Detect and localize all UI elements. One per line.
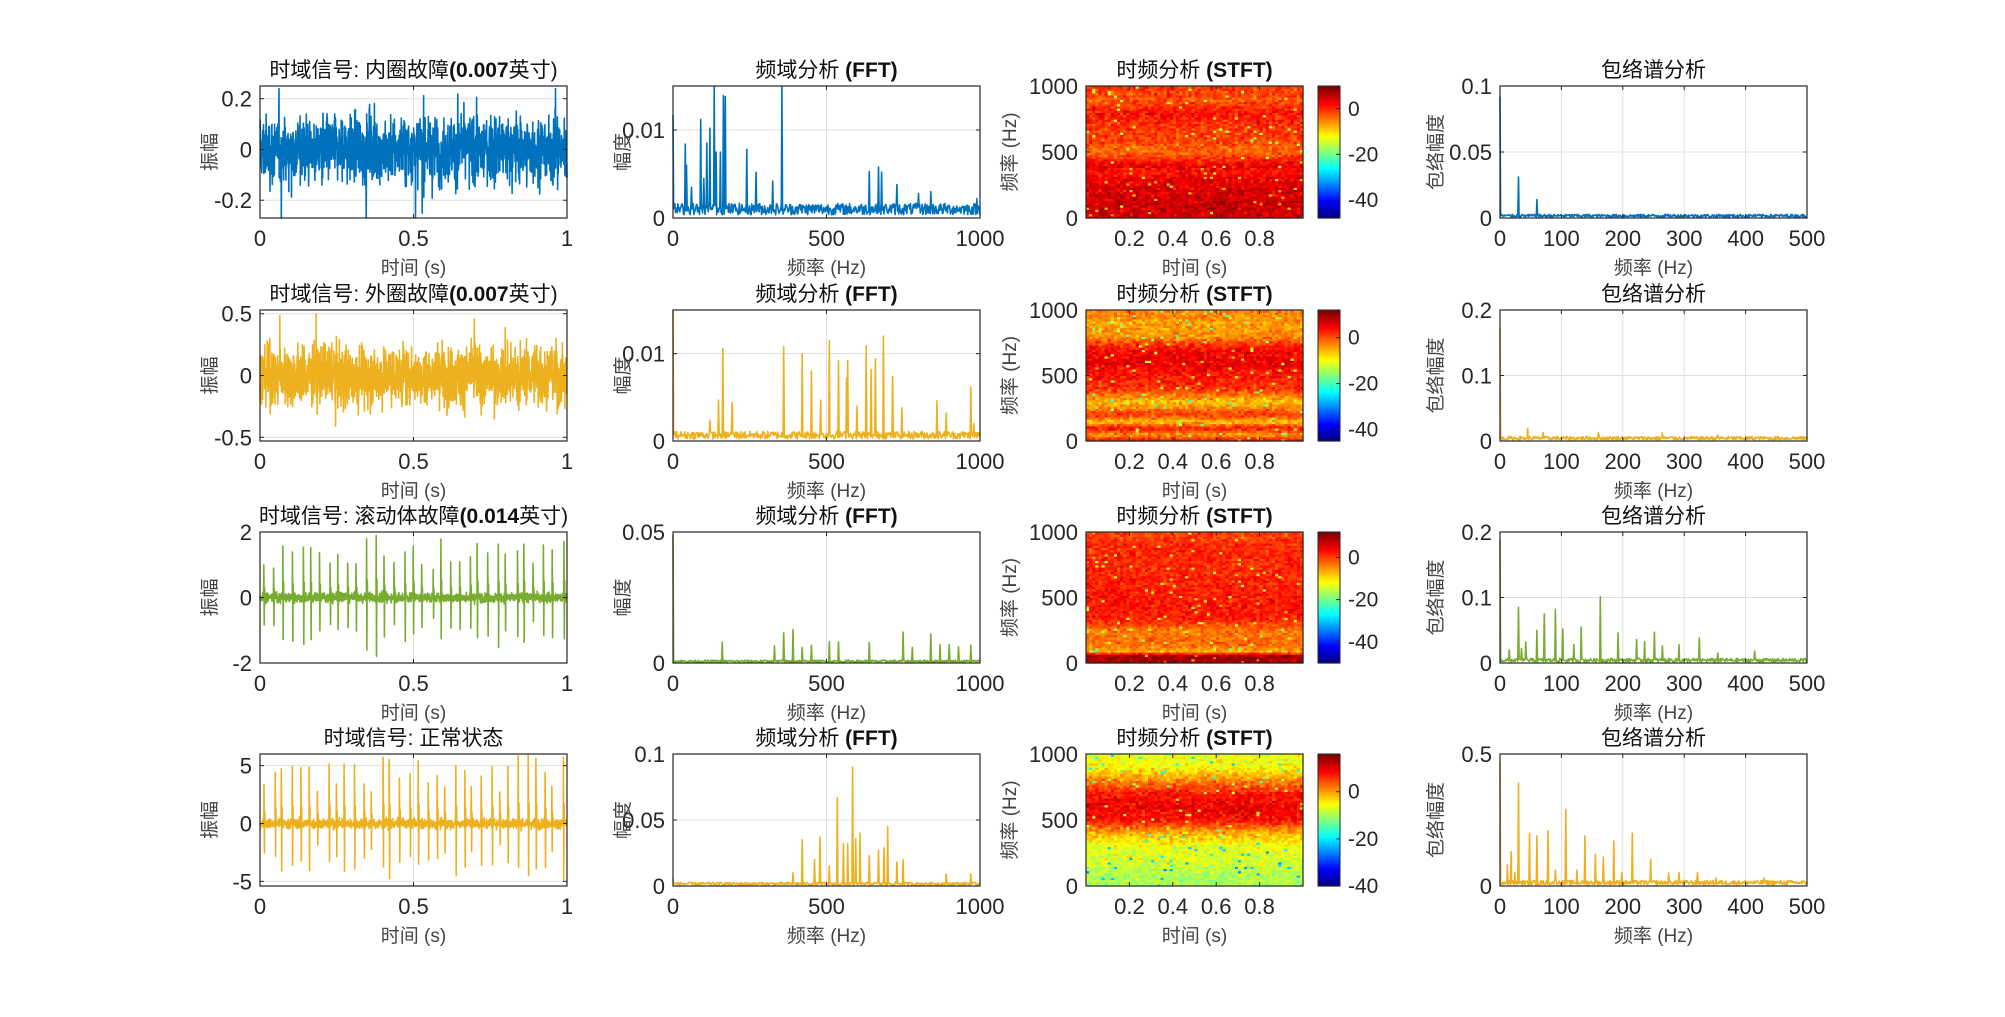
title-bold-text: (0.007 (449, 283, 509, 306)
x-tick-label: 1 (561, 226, 573, 251)
y-axis-label: 幅度 (612, 133, 634, 171)
subplot-r2-time: 0 0.5 1-0.500.5时间 (s)振幅时域信号: 外圈故障(0.007英寸) (199, 283, 573, 502)
subplot-r1-env: 0 100 200 300 400 500 0 0.05 0.1 频率 (Hz) 包络幅度 包络谱分析 (1425, 59, 1825, 279)
x-tick-label: 500 (808, 449, 845, 474)
title-bold-text: (STFT) (1206, 59, 1272, 82)
y-tick-label: 0.05 (1449, 140, 1492, 165)
x-tick-label: 0 (667, 449, 679, 474)
y-tick-label: 0 (653, 206, 665, 231)
title-text: 频域分析 (755, 59, 845, 82)
y-tick-label: 0.5 (221, 302, 252, 327)
title-text: 时频分析 (1116, 59, 1206, 82)
subplot-title: 时域信号: 外圈故障(0.007英寸) (269, 283, 557, 306)
subplot-r2-fft: 0 500 100000.01频率 (Hz)幅度频域分析 (FFT) (612, 283, 1004, 502)
title-bold-text: (FFT) (845, 59, 897, 82)
x-axis-label: 频率 (Hz) (787, 257, 866, 279)
title-text: 时域信号: 外圈故障 (269, 283, 449, 306)
subplot-title: 时域信号: 内圈故障(0.007英寸) (269, 59, 557, 82)
x-tick-label: 500 (1789, 226, 1826, 251)
title-text: 时域信号: 内圈故障 (269, 59, 449, 82)
title-bold-text: (0.007 (449, 59, 509, 82)
x-tick-label: 0.6 (1201, 226, 1232, 251)
y-axis-label: 幅度 (612, 356, 634, 394)
x-tick-label: 400 (1727, 226, 1764, 251)
y-tick-label: -0.5 (214, 425, 252, 450)
y-tick-label: 0.2 (221, 87, 252, 112)
x-axis-label: 频率 (Hz) (1614, 257, 1693, 279)
subplot-r2-stft: 0-20-400.2 0.4 0.6 0.805001000时间 (s)频率 (Hz)… (999, 283, 1378, 502)
subplot-r1-stft: 0 -20 -40 0.2 0.4 0.6 0.8 0 500 1000 时间 (s) 频率 (Hz)… (999, 59, 1378, 279)
x-axis-label: 时间 (s) (1162, 257, 1227, 279)
x-tick-label: 1000 (956, 226, 1005, 251)
y-tick-label: 0 (1480, 206, 1492, 231)
title-suffix-text: 英寸) (509, 59, 558, 82)
y-tick-label: 0 (1066, 206, 1078, 231)
y-axis-label: 振幅 (199, 133, 221, 171)
subplot-title: 频域分析 (FFT) (755, 283, 897, 306)
x-tick-label: 0 (1494, 226, 1506, 251)
x-axis-label: 频率 (Hz) (787, 480, 866, 502)
title-text: 包络谱分析 (1601, 59, 1706, 82)
y-tick-label: -0.2 (214, 188, 252, 213)
subplot-title: 时频分析 (STFT) (1116, 59, 1272, 82)
x-tick-label: 0.5 (398, 449, 429, 474)
figure-canvas: 0 0.5 1-0.200.2时间 (s)振幅时域信号: 内圈故障(0.007英寸)… (0, 0, 2005, 1017)
y-axis-label: 包络幅度 (1425, 114, 1447, 190)
x-axis-label: 时间 (s) (381, 257, 446, 279)
colorbar-tick-label: 0 (1348, 98, 1360, 121)
title-suffix-text: 英寸) (509, 283, 558, 306)
x-tick-label: 0.5 (398, 226, 429, 251)
x-tick-label: 0 (254, 226, 266, 251)
x-tick-label: 0 (254, 449, 266, 474)
title-text: 频域分析 (755, 283, 845, 306)
x-axis-label: 时间 (s) (381, 480, 446, 502)
y-tick-label: 0.1 (1461, 74, 1492, 99)
y-tick-label: 0 (240, 364, 252, 389)
y-axis-label: 振幅 (199, 356, 221, 394)
colorbar-tick-label: -40 (1348, 189, 1378, 212)
title-bold-text: (FFT) (845, 283, 897, 306)
y-tick-label: 500 (1041, 140, 1078, 165)
x-tick-label: 1000 (956, 449, 1005, 474)
y-tick-label: 0 (240, 137, 252, 162)
x-tick-label: 500 (808, 226, 845, 251)
subplot-title: 包络谱分析 (1601, 59, 1706, 82)
colorbar: 0 -20 -40 (1318, 86, 1378, 219)
x-tick-label: 0.4 (1158, 226, 1189, 251)
x-tick-label: 300 (1666, 226, 1703, 251)
x-tick-label: 100 (1543, 226, 1580, 251)
spectrogram (1086, 310, 1304, 442)
colorbar-tick-label: -20 (1348, 143, 1378, 166)
x-tick-label: 0 (667, 226, 679, 251)
spectrogram (1086, 86, 1304, 219)
y-tick-label: 0 (653, 429, 665, 454)
y-tick-label: 1000 (1029, 74, 1078, 99)
x-tick-label: 200 (1604, 226, 1641, 251)
y-axis-label: 频率 (Hz) (999, 112, 1021, 191)
x-tick-label: 0.2 (1114, 226, 1145, 251)
x-tick-label: 0.8 (1244, 226, 1275, 251)
subplot-title: 频域分析 (FFT) (755, 59, 897, 82)
x-tick-label: 1 (561, 449, 573, 474)
